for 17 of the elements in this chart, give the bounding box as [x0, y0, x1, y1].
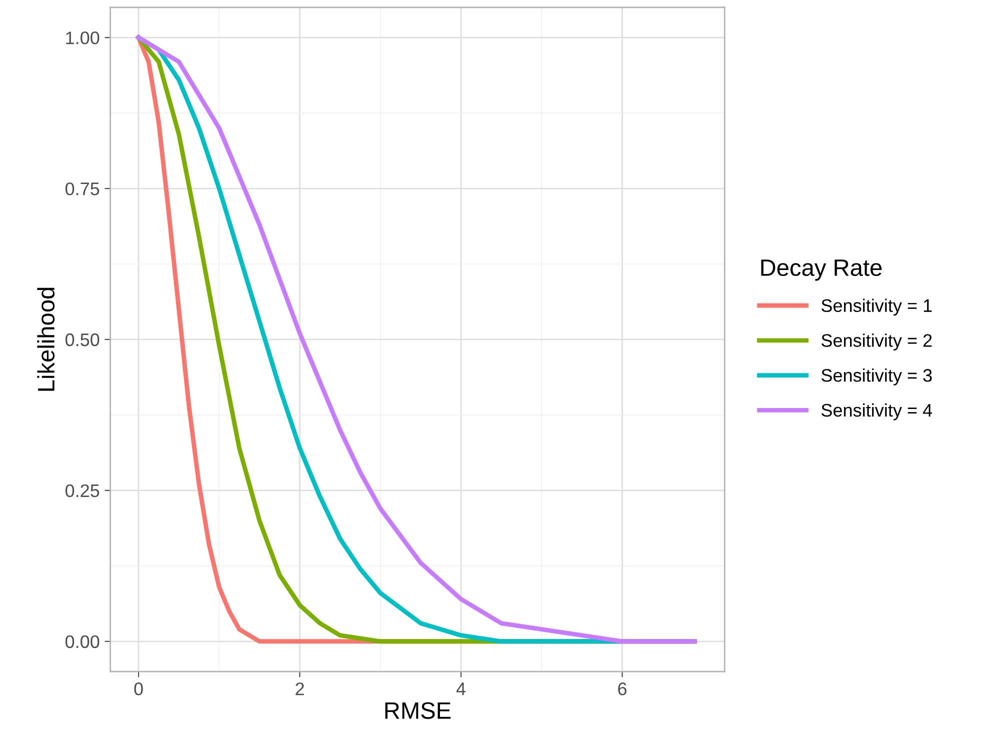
x-tick-label: 2: [296, 682, 304, 696]
x-tick-label: 6: [618, 682, 626, 696]
y-tick-label: 0.50: [65, 333, 100, 346]
y-tick-label: 0.00: [65, 635, 100, 648]
legend-label: Sensitivity = 1: [822, 298, 932, 316]
legend-label: Sensitivity = 3: [822, 368, 932, 386]
y-tick-label: 0.25: [65, 484, 100, 498]
x-tick-label: 4: [456, 682, 466, 696]
legend-title: Decay Rate: [761, 260, 882, 281]
y-tick-label: 0.75: [65, 182, 100, 196]
x-axis-title: RMSE: [385, 702, 451, 719]
legend-label: Sensitivity = 2: [822, 334, 932, 350]
line-series: [136, 35, 698, 644]
y-axis-title: Likelihood: [37, 288, 55, 391]
x-tick-label: 0: [134, 682, 143, 696]
legend-label: Sensitivity = 4: [822, 403, 932, 420]
y-tick-label: 1.00: [66, 32, 100, 44]
